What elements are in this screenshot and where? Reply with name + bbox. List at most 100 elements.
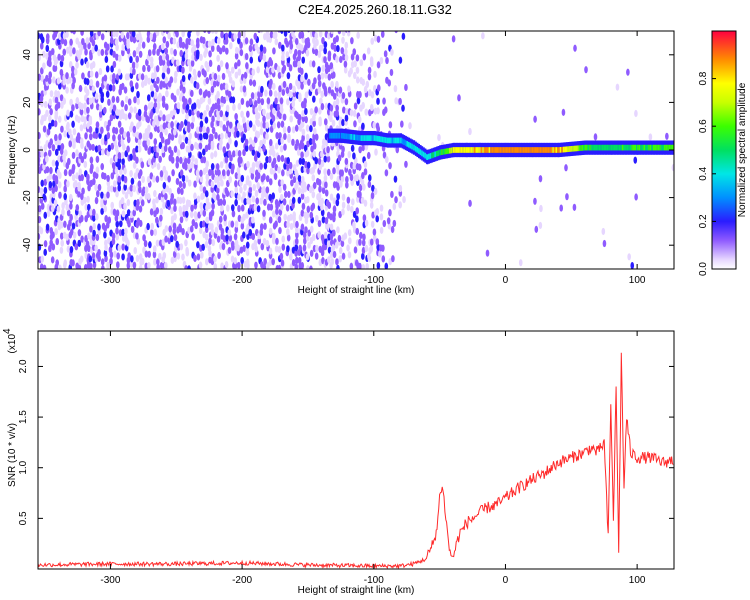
heatmap-cell [164,103,169,111]
heatmap-cell [196,195,201,203]
heatmap-cell [242,133,246,141]
heatmap-cell [360,196,365,204]
heatmap-cell [54,227,58,236]
heatmap-cell [77,229,82,237]
heatmap-cell [518,259,523,267]
heatmap-cell [303,144,308,152]
heatmap-cell [269,31,274,39]
heatmap-cell [251,23,255,30]
heatmap-cell [77,116,81,124]
heatmap-cell [375,215,379,223]
heatmap-cell [85,78,90,86]
heatmap-cell [382,151,387,159]
heatmap-cell [291,100,296,108]
heatmap-cell [359,231,363,240]
heatmap-cell [265,193,269,201]
heatmap-cell [87,42,91,50]
heatmap-cell [132,148,136,156]
heatmap-cell [195,126,200,134]
ridge-cell [463,147,466,153]
heatmap-cell [228,76,233,84]
ridge-cell [527,147,530,153]
ridge-cell [337,132,340,139]
heatmap-cell [158,155,162,163]
heatmap-cell [256,205,261,213]
ridge-cell [340,132,343,139]
heatmap-cell [216,193,220,202]
heatmap-cell [247,31,249,32]
heatmap-cell [324,189,329,197]
heatmap-cell [129,153,133,161]
heatmap-cell [196,241,200,249]
heatmap-cell [190,204,194,212]
heatmap-cell [109,36,114,45]
heatmap-cell [210,223,214,231]
heatmap-cell [384,169,389,177]
heatmap-cell [96,190,100,198]
heatmap-cell [79,102,84,111]
ridge-cell [595,144,598,151]
heatmap-cell [162,251,167,260]
heatmap-cell [37,23,41,30]
heatmap-cell [375,122,380,130]
heatmap-cell [146,35,151,43]
heatmap-cell [369,245,374,253]
heatmap-cell [269,125,274,133]
heatmap-cell [179,169,184,177]
ridge-cell [610,144,613,151]
heatmap-cell [149,56,154,64]
heatmap-cell [191,154,195,163]
heatmap-cell [277,166,281,174]
heatmap-cell [317,192,322,200]
heatmap-cell [354,259,359,267]
heatmap-cell [210,180,215,188]
heatmap-cell [359,59,364,67]
heatmap-cell [86,173,90,181]
heatmap-cell [347,229,352,237]
heatmap-cell [345,175,349,184]
heatmap-cell [115,190,119,198]
heatmap-cell [339,55,343,64]
heatmap-cell [312,119,316,128]
heatmap-cell [332,181,337,189]
ridge-cell [578,145,581,151]
heatmap-cell [228,121,233,129]
heatmap-cell [254,106,259,114]
heatmap-cell [271,258,275,266]
heatmap-cell [564,164,568,172]
ridge-cell [559,147,562,153]
heatmap-cell [288,64,293,72]
heatmap-cell [162,114,166,122]
heatmap-cell [345,181,349,189]
heatmap-cell [294,48,298,57]
heatmap-cell [173,95,177,103]
heatmap-cell [140,161,145,169]
heatmap-cell [169,37,174,45]
heatmap-cell [92,214,96,222]
heatmap-cell [97,254,101,263]
heatmap-cell [347,85,351,93]
ridge-cell [662,144,665,151]
heatmap-cell [248,78,253,86]
heatmap-cell [373,70,377,78]
heatmap-cell [197,70,201,78]
heatmap-cell [342,53,346,61]
heatmap-cell [230,190,234,198]
heatmap-cell [140,80,145,88]
ridge-cell [418,148,421,154]
heatmap-cell [318,107,322,115]
heatmap-cell [324,217,329,225]
heatmap-cell [214,132,218,140]
heatmap-cell [332,205,337,213]
heatmap-cell [53,120,58,128]
heatmap-cell [121,228,125,237]
heatmap-cell [295,139,300,147]
heatmap-cell [357,163,362,171]
heatmap-cell [300,151,304,159]
heatmap-cell [100,163,105,171]
heatmap-cell [53,64,58,72]
heatmap-cell [251,232,256,241]
heatmap-cell [205,104,210,112]
ridge-cell [618,144,621,151]
heatmap-cell [38,138,41,146]
